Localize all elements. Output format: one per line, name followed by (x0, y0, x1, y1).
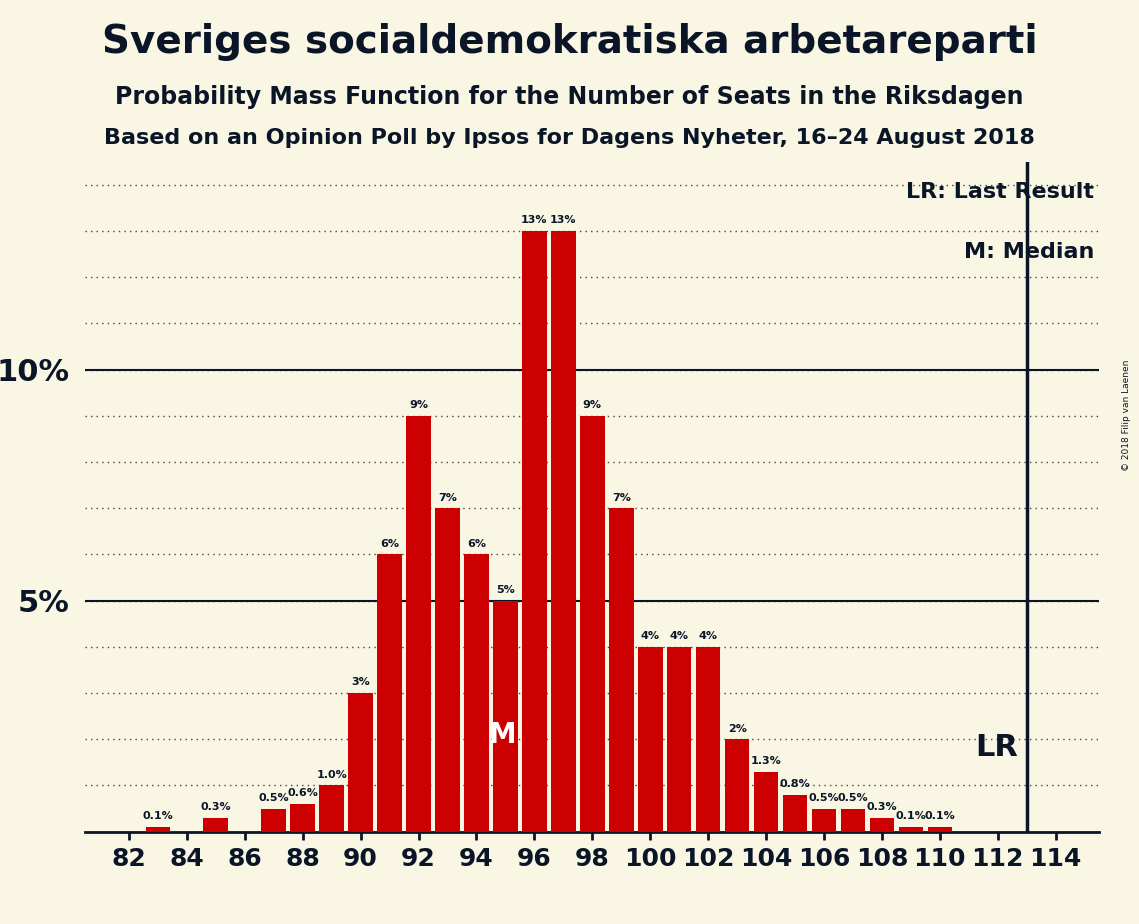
Text: 0.3%: 0.3% (200, 802, 231, 812)
Bar (435, 508, 460, 832)
Bar (782, 795, 808, 832)
Text: 0.1%: 0.1% (895, 811, 926, 821)
Text: 0.5%: 0.5% (809, 793, 839, 803)
Text: 13%: 13% (550, 215, 576, 225)
Text: Based on an Opinion Poll by Ipsos for Dagens Nyheter, 16–24 August 2018: Based on an Opinion Poll by Ipsos for Da… (104, 128, 1035, 148)
Bar (377, 554, 402, 832)
Text: 0.5%: 0.5% (259, 793, 289, 803)
Bar (493, 601, 518, 832)
Text: 1.0%: 1.0% (317, 770, 347, 780)
Text: © 2018 Filip van Laenen: © 2018 Filip van Laenen (1122, 360, 1131, 471)
Text: 1.3%: 1.3% (751, 756, 781, 766)
Text: 5%: 5% (495, 585, 515, 595)
Text: 0.6%: 0.6% (287, 788, 318, 798)
Text: 0.1%: 0.1% (925, 811, 956, 821)
Bar (290, 804, 316, 832)
Bar (204, 818, 228, 832)
Bar (522, 231, 547, 832)
Bar (551, 231, 575, 832)
Text: 0.5%: 0.5% (837, 793, 868, 803)
Bar (869, 818, 894, 832)
Text: 0.1%: 0.1% (142, 811, 173, 821)
Text: 9%: 9% (583, 400, 601, 410)
Text: 13%: 13% (522, 215, 548, 225)
Bar (580, 416, 605, 832)
Text: LR: Last Result: LR: Last Result (906, 182, 1095, 201)
Bar (812, 808, 836, 832)
Text: 4%: 4% (641, 631, 659, 641)
Bar (724, 739, 749, 832)
Text: 6%: 6% (467, 539, 486, 549)
Bar (319, 785, 344, 832)
Text: Sveriges socialdemokratiska arbetareparti: Sveriges socialdemokratiska arbetarepart… (101, 23, 1038, 61)
Text: M: M (489, 721, 516, 748)
Bar (146, 827, 170, 832)
Text: Probability Mass Function for the Number of Seats in the Riksdagen: Probability Mass Function for the Number… (115, 85, 1024, 109)
Text: 0.3%: 0.3% (867, 802, 898, 812)
Text: 2%: 2% (728, 723, 746, 734)
Bar (696, 647, 721, 832)
Bar (841, 808, 866, 832)
Text: 4%: 4% (670, 631, 689, 641)
Text: 0.8%: 0.8% (780, 779, 810, 789)
Bar (754, 772, 778, 832)
Text: 6%: 6% (380, 539, 399, 549)
Text: 7%: 7% (612, 492, 631, 503)
Bar (464, 554, 489, 832)
Bar (666, 647, 691, 832)
Bar (407, 416, 431, 832)
Text: LR: LR (975, 734, 1018, 762)
Bar (927, 827, 952, 832)
Bar (609, 508, 633, 832)
Bar (349, 693, 372, 832)
Text: 3%: 3% (351, 677, 370, 687)
Text: 7%: 7% (439, 492, 457, 503)
Text: 9%: 9% (409, 400, 428, 410)
Bar (261, 808, 286, 832)
Bar (899, 827, 924, 832)
Text: 4%: 4% (698, 631, 718, 641)
Text: M: Median: M: Median (964, 242, 1095, 262)
Bar (638, 647, 663, 832)
